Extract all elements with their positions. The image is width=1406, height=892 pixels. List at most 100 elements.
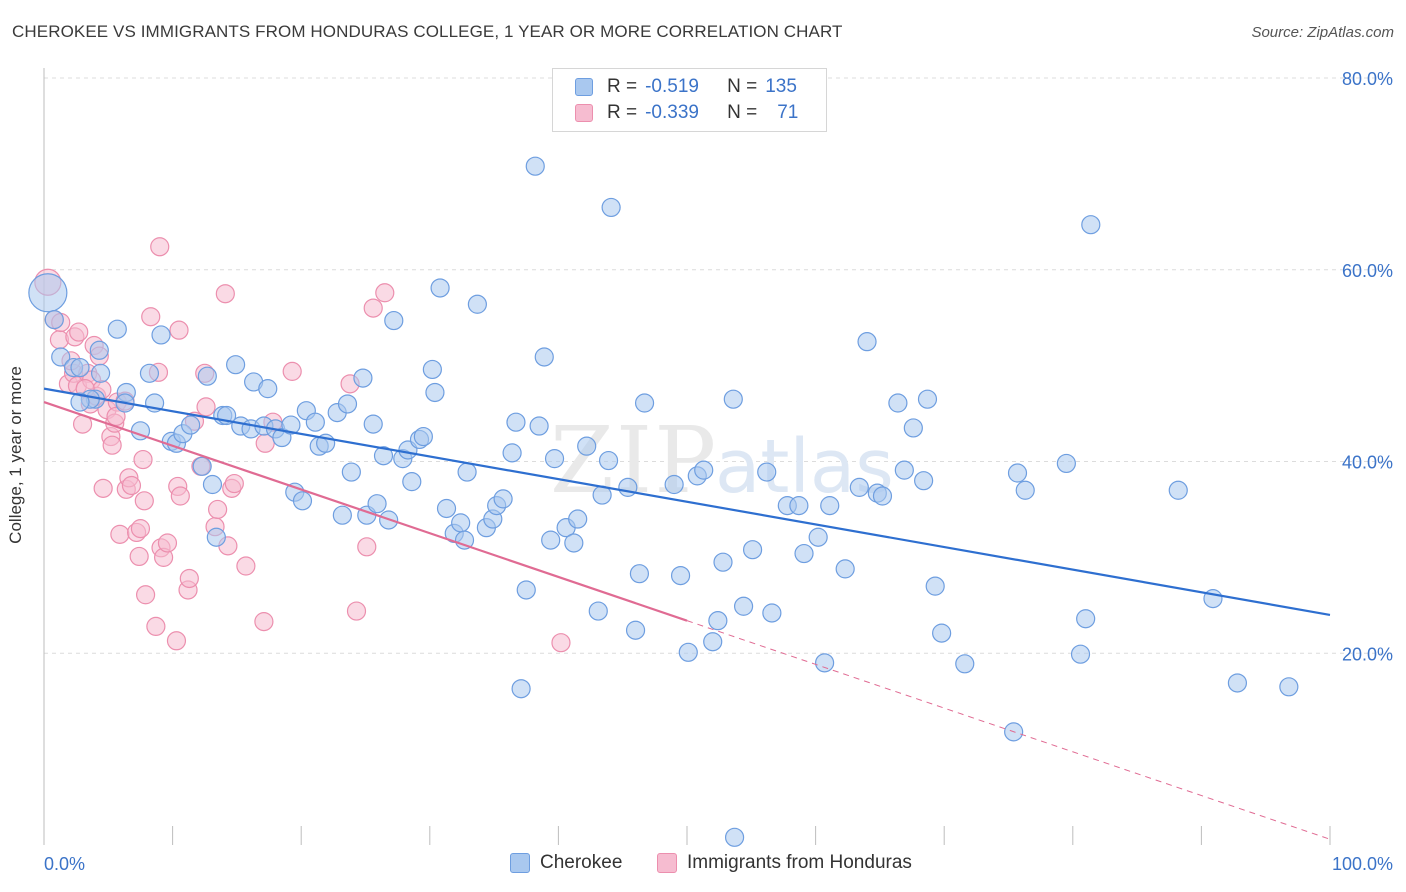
cherokee-point bbox=[457, 462, 477, 482]
honduras-point bbox=[166, 631, 187, 651]
cherokee-point bbox=[629, 564, 650, 584]
cherokee-point bbox=[708, 611, 728, 631]
cherokee-point bbox=[139, 363, 160, 383]
cherokee-point bbox=[762, 603, 782, 623]
legend-label-honduras: Immigrants from Honduras bbox=[687, 852, 912, 873]
series-honduras-points bbox=[34, 237, 571, 653]
cherokee-point bbox=[363, 414, 383, 434]
cherokee-point bbox=[181, 415, 201, 435]
cherokee-point bbox=[353, 368, 373, 388]
honduras-point bbox=[282, 361, 302, 381]
cherokee-point bbox=[511, 679, 531, 699]
cherokee-point bbox=[742, 540, 763, 560]
cherokee-point bbox=[1070, 644, 1091, 664]
legend-item-cherokee: Cherokee bbox=[510, 852, 622, 874]
cherokee-point bbox=[1279, 677, 1299, 697]
cherokee-point bbox=[1081, 215, 1101, 235]
honduras-point bbox=[170, 486, 190, 506]
honduras-trend-extension bbox=[686, 620, 1331, 840]
cherokee-point bbox=[872, 486, 893, 506]
cherokee-point bbox=[430, 278, 450, 298]
legend-swatch-cherokee bbox=[510, 853, 530, 873]
cherokee-point bbox=[588, 601, 608, 621]
honduras-point bbox=[169, 320, 189, 340]
cherokee-point bbox=[724, 827, 745, 847]
legend-row-cherokee: R = -0.519 N = 135 bbox=[575, 76, 797, 98]
legend-swatch-cherokee bbox=[575, 78, 593, 96]
cherokee-point bbox=[815, 653, 835, 673]
cherokee-point bbox=[206, 527, 226, 547]
cherokee-point bbox=[384, 310, 404, 331]
cherokee-point bbox=[367, 494, 387, 514]
cherokee-point bbox=[534, 347, 554, 367]
cherokee-point bbox=[1015, 480, 1035, 500]
honduras-point bbox=[215, 284, 235, 304]
cherokee-point bbox=[664, 474, 684, 495]
cherokee-point bbox=[568, 509, 588, 529]
cherokee-point bbox=[618, 477, 638, 497]
cherokee-point bbox=[373, 446, 394, 466]
legend-row-honduras: R = -0.339 N = 71 bbox=[575, 102, 798, 124]
cherokee-point bbox=[28, 273, 68, 313]
honduras-point bbox=[363, 298, 383, 318]
honduras-point bbox=[102, 435, 122, 455]
chart-title: CHEROKEE VS IMMIGRANTS FROM HONDURAS COL… bbox=[12, 22, 843, 41]
honduras-point bbox=[130, 519, 151, 539]
honduras-point bbox=[134, 491, 154, 511]
cherokee-point bbox=[413, 426, 433, 447]
cherokee-point bbox=[70, 392, 90, 412]
honduras-point bbox=[224, 473, 244, 494]
cherokee-point bbox=[733, 596, 754, 616]
y-tick-label: 40.0% bbox=[1342, 453, 1393, 473]
legend-r-label: R = bbox=[607, 102, 638, 123]
honduras-point bbox=[135, 585, 156, 605]
cherokee-point bbox=[506, 412, 526, 432]
legend-r-label: R = bbox=[607, 76, 638, 97]
cherokee-point bbox=[1168, 480, 1188, 500]
cherokee-point bbox=[425, 382, 445, 403]
legend-swatch-honduras bbox=[575, 104, 593, 122]
cherokee-point bbox=[789, 496, 809, 516]
cherokee-point bbox=[808, 527, 828, 547]
cherokee-point bbox=[502, 443, 522, 463]
watermark-atlas: atlas bbox=[715, 424, 894, 510]
cherokee-point bbox=[89, 340, 109, 360]
source-credit: Source: ZipAtlas.com bbox=[1251, 24, 1394, 41]
honduras-point bbox=[236, 556, 256, 576]
cherokee-point bbox=[849, 477, 869, 497]
y-tick-label: 60.0% bbox=[1342, 261, 1393, 281]
cherokee-point bbox=[226, 355, 246, 375]
y-axis-label: College, 1 year or more bbox=[6, 366, 25, 544]
cherokee-trend-line bbox=[43, 387, 1331, 616]
trend-lines bbox=[43, 387, 1331, 840]
cherokee-point bbox=[292, 491, 313, 511]
legend-n-label: N = bbox=[727, 102, 758, 123]
cherokee-point bbox=[914, 471, 934, 491]
legend-n-value: 135 bbox=[765, 76, 797, 97]
cherokee-point bbox=[625, 620, 646, 640]
y-tick-label: 80.0% bbox=[1342, 69, 1393, 89]
cherokee-point bbox=[544, 449, 565, 469]
cherokee-point bbox=[70, 357, 90, 378]
cherokee-point bbox=[541, 530, 561, 550]
grid-lines bbox=[44, 77, 1392, 654]
cherokee-point bbox=[955, 654, 975, 674]
cherokee-point bbox=[529, 416, 549, 436]
legend-n-value: 71 bbox=[777, 102, 799, 123]
cherokee-point bbox=[925, 576, 945, 596]
cherokee-point bbox=[341, 462, 361, 482]
cherokee-point bbox=[564, 533, 584, 553]
honduras-point bbox=[146, 616, 166, 637]
cherokee-point bbox=[90, 363, 111, 383]
honduras-point bbox=[254, 612, 274, 632]
tick-labels: 20.0% 40.0% 60.0% 80.0% 0.0% 100.0% bbox=[44, 69, 1393, 874]
cherokee-point bbox=[888, 393, 908, 413]
honduras-point bbox=[179, 568, 199, 589]
axes bbox=[43, 68, 1331, 845]
y-tick-label: 20.0% bbox=[1342, 644, 1393, 664]
honduras-point bbox=[551, 633, 571, 653]
cherokee-point bbox=[107, 319, 127, 339]
cherokee-point bbox=[835, 559, 855, 579]
cherokee-point bbox=[794, 543, 814, 564]
honduras-point bbox=[375, 283, 395, 303]
